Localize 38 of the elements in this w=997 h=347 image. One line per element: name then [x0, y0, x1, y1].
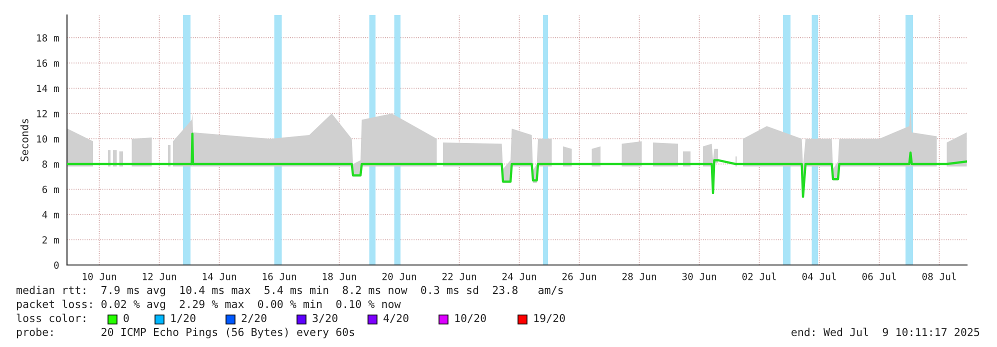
- x-tick-label: 30 Jun: [682, 272, 716, 280]
- y-tick-label: 18 m: [37, 34, 59, 42]
- text: packet loss: 0.02 % avg 2.29 % max 0.00 % min 0.10 % now: [17, 300, 401, 310]
- x-tick-label: 28 Jun: [622, 272, 656, 280]
- text: end: Wed Jul 9 10:11:17 2025: [792, 328, 980, 336]
- x-tick-label: 06 Jul: [862, 272, 896, 280]
- x-tick-label: 26 Jun: [562, 272, 596, 280]
- x-tick-label: 12 Jun: [142, 272, 176, 280]
- x-tick-label: 08 Jul: [922, 272, 956, 280]
- y-tick-label: 0: [54, 262, 59, 269]
- x-tick-label: 10 Jun: [82, 272, 116, 280]
- x-tick-label: 18 Jun: [322, 272, 356, 280]
- text: 10/20: [455, 314, 486, 324]
- y-tick-label: 10 m: [37, 135, 59, 143]
- text: 2/20: [242, 314, 266, 324]
- x-tick-label: 16 Jun: [262, 272, 296, 280]
- y-tick-label: 8 m: [42, 160, 59, 168]
- x-tick-label: 04 Jul: [802, 272, 836, 280]
- text: loss color:: [16, 314, 86, 322]
- text: median rtt: 7.9 ms avg 10.4 ms max 5.4 ms min 8.2 ms now 0.3 ms sd 23.8 am/s: [16, 286, 563, 296]
- text: 19/20: [534, 314, 565, 324]
- y-tick-label: 16 m: [37, 59, 59, 67]
- text: probe: 20 ICMP Echo Pings (56 Bytes) every 60s: [17, 328, 354, 338]
- y-tick-label: 4 m: [42, 211, 59, 218]
- text: 1/20: [171, 314, 196, 324]
- y-tick-label: 6 m: [42, 186, 59, 194]
- y-tick-label: 12 m: [37, 110, 59, 118]
- text: 4/20: [384, 314, 408, 324]
- text: 3/20: [312, 314, 338, 324]
- y-tick-label: 14 m: [37, 84, 59, 92]
- x-tick-label: 20 Jun: [382, 272, 416, 280]
- x-tick-label: 14 Jun: [202, 272, 236, 280]
- y-axis-title: Seconds: [20, 119, 28, 162]
- x-tick-label: 02 Jul: [742, 272, 776, 280]
- x-tick-label: 24 Jun: [502, 272, 536, 280]
- text: 0: [124, 314, 129, 322]
- y-tick-label: 2 m: [42, 236, 59, 244]
- x-tick-label: 22 Jun: [442, 272, 476, 280]
